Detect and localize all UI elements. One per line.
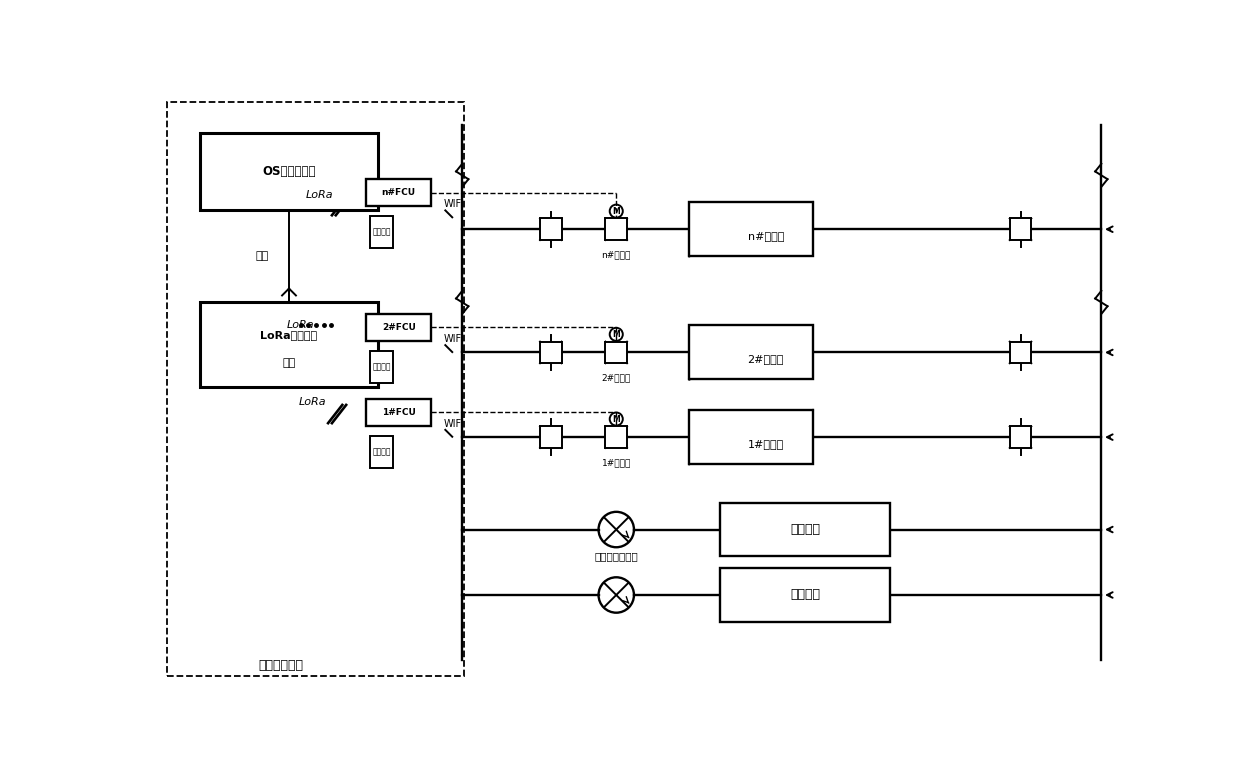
Bar [1009,426,1032,448]
Text: WIFI: WIFI [444,419,465,429]
Text: n#FCU: n#FCU [382,188,415,197]
Text: 冷水机组: 冷水机组 [790,589,820,601]
Bar [541,426,562,448]
Text: OS中央控制器: OS中央控制器 [262,165,316,178]
Text: n#温控阀: n#温控阀 [601,250,631,259]
Bar [605,426,627,448]
Text: WIFI: WIFI [444,334,465,344]
Text: 智能手机: 智能手机 [372,228,391,237]
Text: 1#冷盘管: 1#冷盘管 [748,439,784,448]
Bar [370,351,393,383]
Bar [689,410,812,464]
Text: M: M [613,330,620,339]
Text: 光纤: 光纤 [255,251,269,261]
Text: LoRa: LoRa [286,320,315,330]
Bar [720,503,889,557]
Text: 1#FCU: 1#FCU [382,408,415,416]
Bar [201,302,377,387]
Text: 2#温控阀: 2#温控阀 [601,373,631,383]
Bar [1009,341,1032,363]
Text: 变频调速冷水泵: 变频调速冷水泵 [594,551,639,562]
Text: M: M [613,415,620,423]
Bar [605,219,627,240]
Text: 2#冷盘管: 2#冷盘管 [748,354,784,364]
Bar [689,326,812,380]
Text: 智能手机: 智能手机 [372,362,391,372]
Text: 智能手机: 智能手机 [372,448,391,456]
Bar [689,202,812,256]
Bar [541,219,562,240]
Text: LoRa: LoRa [306,190,334,200]
Text: LoRa: LoRa [299,398,326,408]
Bar [366,314,432,341]
Text: 集中变频调速: 集中变频调速 [259,659,304,672]
Text: 2#FCU: 2#FCU [382,323,415,332]
Bar [366,179,432,206]
Text: n#冷盘管: n#冷盘管 [748,230,784,241]
Bar [605,341,627,363]
Bar [366,398,432,426]
Bar [201,133,377,210]
Text: 冷水机组: 冷水机组 [790,523,820,536]
Text: WIFI: WIFI [444,199,465,209]
Text: M: M [613,207,620,216]
Bar [370,216,393,248]
Bar [720,568,889,622]
Bar [541,341,562,363]
Text: LoRa智能主机: LoRa智能主机 [260,330,317,340]
Bar [370,436,393,468]
Bar [167,102,464,676]
Bar [1009,219,1032,240]
Text: 网关: 网关 [283,358,295,369]
Text: 1#温控阀: 1#温控阀 [601,458,631,467]
